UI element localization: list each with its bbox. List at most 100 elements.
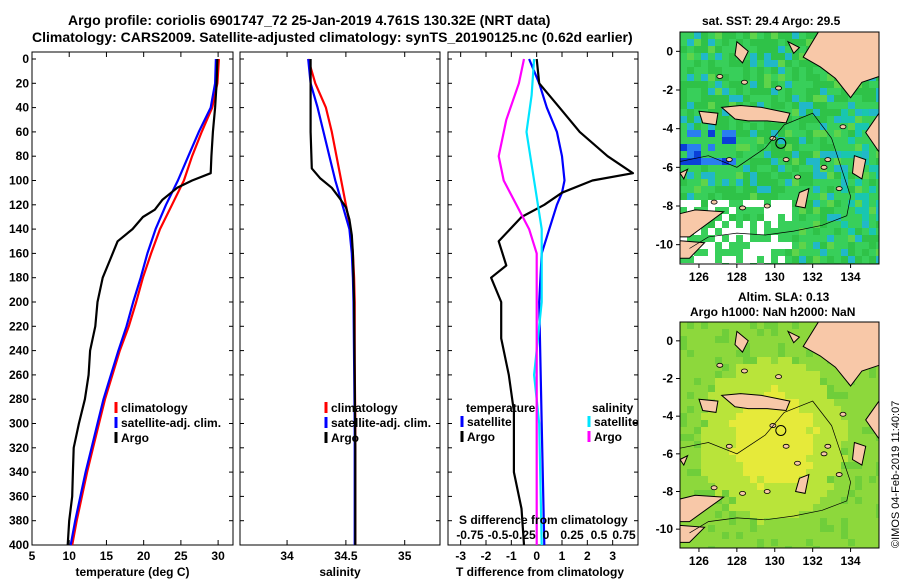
map-cell: [799, 144, 806, 151]
map-cell: [806, 497, 813, 504]
map-cell: [806, 249, 813, 256]
map-cell: [834, 151, 841, 158]
map-cell: [750, 455, 757, 462]
map-cell: [757, 88, 764, 95]
map-cell: [778, 532, 785, 539]
map-cell: [848, 102, 855, 109]
map-cell: [743, 441, 750, 448]
map-x-tick-label: 132: [803, 554, 823, 568]
map-cell: [736, 214, 743, 221]
map-cell: [827, 137, 834, 144]
x-tick-label: 34.5: [334, 549, 358, 563]
map-cell: [708, 476, 715, 483]
map-cell: [806, 95, 813, 102]
map-cell: [785, 130, 792, 137]
title-line-2: Climatology: CARS2009. Satellite-adjuste…: [32, 29, 633, 45]
map-cell: [764, 95, 771, 102]
map-cell: [694, 343, 701, 350]
map-cell: [806, 364, 813, 371]
map-cell: [743, 200, 750, 207]
map-cell: [715, 441, 722, 448]
map-cell: [715, 81, 722, 88]
map-cell: [799, 228, 806, 235]
map-cell: [799, 235, 806, 242]
legend-label: Argo: [331, 431, 359, 445]
map-cell: [785, 165, 792, 172]
map-cell: [750, 214, 757, 221]
map-cell: [876, 462, 879, 469]
map-cell: [743, 235, 750, 242]
map-cell: [694, 455, 701, 462]
map-cell: [806, 151, 813, 158]
map-cell: [862, 256, 869, 263]
map-cell: [785, 172, 792, 179]
map-cell: [785, 102, 792, 109]
map-cell: [806, 74, 813, 81]
map-cell: [848, 186, 855, 193]
map-cell: [736, 242, 743, 249]
map-cell: [778, 214, 785, 221]
map-cell: [771, 336, 778, 343]
map-cell: [855, 137, 862, 144]
map-cell: [806, 193, 813, 200]
map-cell: [687, 109, 694, 116]
map-cell: [820, 385, 827, 392]
map-cell: [764, 137, 771, 144]
map-cell: [862, 511, 869, 518]
map-cell: [806, 172, 813, 179]
map-cell: [792, 165, 799, 172]
map-cell: [806, 420, 813, 427]
map-cell: [757, 46, 764, 53]
map-cell: [694, 256, 701, 263]
map-cell: [715, 200, 722, 207]
map-cell: [715, 172, 722, 179]
map-cell: [743, 249, 750, 256]
map-cell: [729, 371, 736, 378]
map-cell: [827, 214, 834, 221]
map-cell: [715, 179, 722, 186]
map-cell: [806, 434, 813, 441]
map-cell: [827, 207, 834, 214]
map-cell: [841, 476, 848, 483]
map-cell: [764, 165, 771, 172]
map-cell: [848, 441, 855, 448]
map-cell: [792, 221, 799, 228]
map-cell: [715, 144, 722, 151]
map-cell: [743, 81, 750, 88]
map-cell: [813, 186, 820, 193]
map-cell: [750, 322, 757, 329]
map-cell: [869, 441, 876, 448]
map-cell: [750, 186, 757, 193]
map-cell: [764, 357, 771, 364]
map-cell: [862, 504, 869, 511]
x-tick-label: 15: [100, 549, 114, 563]
map-cell: [820, 413, 827, 420]
legend-label: Argo: [121, 431, 149, 445]
map-cell: [785, 336, 792, 343]
map-cell: [848, 385, 855, 392]
map-cell: [708, 364, 715, 371]
island: [775, 374, 782, 380]
map-cell: [813, 242, 820, 249]
map-cell: [708, 228, 715, 235]
map-cell: [701, 441, 708, 448]
map-cell: [750, 336, 757, 343]
map-cell: [862, 151, 869, 158]
map-cell: [869, 448, 876, 455]
argo-position-marker: [775, 137, 787, 149]
map-cell: [757, 137, 764, 144]
map-cell: [757, 385, 764, 392]
x-tick-label: 10: [63, 549, 77, 563]
map-cell: [841, 455, 848, 462]
map-cell: [736, 221, 743, 228]
y-tick-label: 260: [9, 368, 29, 382]
map-cell: [764, 39, 771, 46]
map-cell: [701, 130, 708, 137]
map-cell: [701, 483, 708, 490]
map-cell: [813, 74, 820, 81]
map-cell: [722, 364, 729, 371]
map-cell: [708, 67, 715, 74]
legend-title-salinity: salinity: [592, 401, 634, 415]
map-cell: [862, 525, 869, 532]
